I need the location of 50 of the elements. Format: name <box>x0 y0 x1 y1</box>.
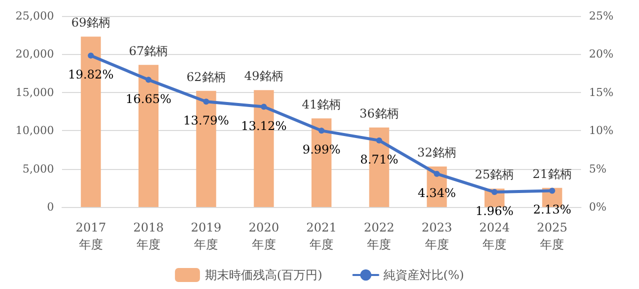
annotation: 67銘柄 <box>128 44 168 58</box>
annotation: 62銘柄 <box>186 70 226 84</box>
x-tick-label: 2021 年度 <box>306 220 337 252</box>
annotation: 32銘柄 <box>417 146 456 160</box>
data-label: 4.34% <box>418 186 456 200</box>
annotation: 21銘柄 <box>532 166 572 181</box>
y2-tick-label: 25% <box>589 10 614 22</box>
x-tick-label: 2025 年度 <box>536 220 568 252</box>
data-label: 13.79% <box>183 114 230 128</box>
point <box>260 104 267 110</box>
y2-tick-label: 0% <box>589 200 606 214</box>
annotation: 41銘柄 <box>302 97 342 112</box>
point <box>549 188 556 194</box>
y2-tick-label: 10% <box>589 124 614 138</box>
annotation: 25銘柄 <box>474 168 514 182</box>
annotation: 69銘柄 <box>71 16 110 30</box>
y2-tick-label: 20% <box>589 48 614 61</box>
data-label: 2.13% <box>533 202 572 217</box>
point <box>203 98 210 105</box>
y-tick-label: 0 <box>47 200 54 214</box>
x-tick-label: 2018 年度 <box>133 220 164 252</box>
data-label: 16.65% <box>126 92 172 106</box>
data-label: 13.12% <box>240 118 287 133</box>
data-label: 1.96% <box>475 204 514 218</box>
annotation: 49銘柄 <box>244 69 284 84</box>
y-tick-label: 10,000 <box>16 124 54 138</box>
x-tick-label: 2024 年度 <box>479 220 510 252</box>
data-label: 9.99% <box>302 142 341 157</box>
annotation: 36銘柄 <box>360 106 399 121</box>
point <box>318 128 324 134</box>
point <box>376 137 382 144</box>
x-tick-label: 2017 年度 <box>76 220 106 252</box>
x-tick-label: 2020 年度 <box>248 220 280 252</box>
y-tick-label: 5,000 <box>22 162 54 176</box>
point <box>146 76 152 83</box>
legend-label: 純資産対比(%) <box>383 268 464 282</box>
data-label: 8.71% <box>360 152 398 166</box>
x-tick-label: 2022 年度 <box>364 220 394 252</box>
y2-tick-label: 15% <box>589 86 614 99</box>
x-tick-label: 2019 年度 <box>190 220 222 252</box>
y2-tick-label: 5% <box>589 162 606 176</box>
y-tick-label: 25,000 <box>16 10 54 22</box>
legend-label: 期末時価残高(百万円) <box>204 268 322 282</box>
point <box>88 52 94 59</box>
data-label: 19.82% <box>68 68 114 82</box>
point <box>434 170 440 177</box>
y-tick-label: 15,000 <box>16 86 54 99</box>
y-tick-label: 20,000 <box>16 48 54 61</box>
point <box>492 189 498 196</box>
x-tick-label: 2023 年度 <box>422 220 452 252</box>
